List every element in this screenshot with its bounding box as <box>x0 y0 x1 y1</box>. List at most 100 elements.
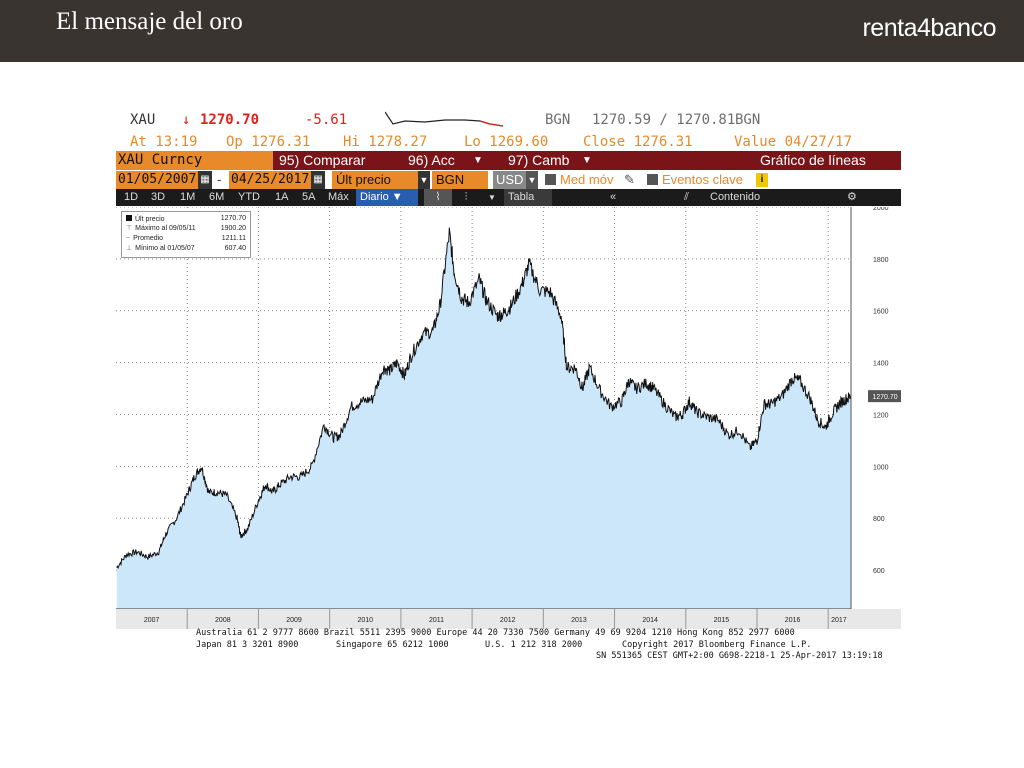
legend-item-avg: − Promedio 1211.11 <box>126 235 246 243</box>
quote-low: Lo 1269.60 <box>464 134 549 150</box>
source-2: BGN <box>735 112 761 128</box>
legend-label: Mínimo al 01/05/07 <box>135 245 195 252</box>
change-button[interactable]: 97) Camb <box>508 152 570 168</box>
price-chart: 600 800 1000 1200 1400 1600 1800 2000 2007 2008 20… <box>116 205 902 662</box>
key-events-checkbox[interactable] <box>647 174 658 185</box>
field-dropdown-icon[interactable]: ▼ <box>418 171 430 189</box>
toolbar-periods: 1D 3D 1M 6M YTD 1A 5A Máx Diario ▼ ⌇ ⫶ ▼… <box>116 189 901 206</box>
y-tick-label: 1600 <box>873 309 889 316</box>
start-date-input[interactable]: 01/05/2007 <box>116 171 198 189</box>
field-select[interactable]: Últ precio <box>332 171 420 189</box>
last-value-label: 1270.70 <box>872 394 897 401</box>
quote-time: At 13:19 <box>130 134 198 150</box>
x-tick-label: 2010 <box>357 617 373 624</box>
pencil-icon[interactable]: ✎ <box>624 172 635 187</box>
frequency-select[interactable]: Diario ▼ <box>356 189 418 206</box>
period-1d[interactable]: 1D <box>124 191 139 203</box>
content-icon[interactable]: ⫽ <box>684 191 689 203</box>
back-button[interactable]: « <box>610 191 617 203</box>
price-change: -5.61 <box>305 112 348 128</box>
footer-line-3: SN 551365 CEST GMT+2:00 G698-2218-1 25-A… <box>596 651 883 661</box>
quote-open: Op 1276.31 <box>226 134 311 150</box>
actions-button[interactable]: 96) Acc <box>408 152 455 168</box>
legend-swatch-icon <box>126 215 132 221</box>
moving-avg-checkbox[interactable] <box>545 174 556 185</box>
chart-type-label[interactable]: Gráfico de líneas <box>760 152 866 168</box>
content-button[interactable]: Contenido <box>710 191 761 203</box>
key-events-label[interactable]: Eventos clave <box>662 172 743 187</box>
moving-avg-label[interactable]: Med móv <box>560 172 614 187</box>
period-ytd[interactable]: YTD <box>238 191 260 203</box>
table-button[interactable]: Tabla <box>504 189 552 206</box>
toolbar-main: XAU Curncy 95) Comparar 96) Acc ▼ 97) Ca… <box>116 151 901 170</box>
compare-button[interactable]: 95) Comparar <box>279 152 366 168</box>
period-6m[interactable]: 6M <box>209 191 225 203</box>
slide-header: El mensaje del oro renta4banco <box>0 0 1024 62</box>
down-arrow-icon: ↓ <box>182 112 191 128</box>
legend-item-last: Últ precio 1270.70 <box>126 215 246 223</box>
period-1m[interactable]: 1M <box>180 191 196 203</box>
actions-dropdown-icon[interactable]: ▼ <box>473 155 483 166</box>
source-field[interactable]: BGN <box>432 171 488 189</box>
footer-line-1: Australia 61 2 9777 8600 Brazil 5511 239… <box>196 628 795 638</box>
bar-chart-icon[interactable]: ⫶ <box>464 191 468 203</box>
footer-line-2c: U.S. 1 212 318 2000 <box>485 640 583 650</box>
quote-row-1: XAU ↓ 1270.70 -5.61 BGN 1270.59 / 1270.8… <box>130 111 900 130</box>
change-dropdown-icon[interactable]: ▼ <box>582 155 592 166</box>
y-tick-label: 600 <box>873 568 885 575</box>
legend-item-min: ⊥ Mínimo al 01/05/07 607.40 <box>126 245 246 253</box>
x-axis-band <box>116 609 901 629</box>
price-line <box>116 227 852 570</box>
legend-value: 1211.11 <box>221 235 246 242</box>
end-date-input[interactable]: 04/25/2017 <box>229 171 311 189</box>
legend-item-max: ⊤ Máximo al 09/05/11 1900.20 <box>126 225 246 233</box>
x-tick-label: 2009 <box>286 617 302 624</box>
x-tick-label: 2007 <box>144 617 160 624</box>
legend-label: Últ precio <box>135 216 165 223</box>
price-area <box>116 227 851 609</box>
x-tick-label: 2013 <box>571 617 587 624</box>
y-tick-label: 800 <box>873 516 885 523</box>
line-chart-icon[interactable]: ⌇ <box>424 189 452 206</box>
y-tick-label: 1800 <box>873 257 889 264</box>
footer-line-2d: Copyright 2017 Bloomberg Finance L.P. <box>622 640 812 650</box>
x-tick-label: 2011 <box>429 617 444 624</box>
chart-legend: Últ precio 1270.70 ⊤ Máximo al 09/05/11 1… <box>121 211 251 258</box>
date-separator: - <box>217 172 222 187</box>
sparkline <box>385 111 504 127</box>
quote-close: Close 1276.31 <box>583 134 693 150</box>
currency-dropdown-icon[interactable]: ▼ <box>526 171 538 189</box>
last-price: 1270.70 <box>200 112 260 128</box>
info-icon[interactable]: i <box>756 173 768 187</box>
x-tick-label: 2014 <box>642 617 658 624</box>
avg-marker-icon: − <box>126 235 131 242</box>
chart-style-dropdown-icon[interactable]: ▼ <box>488 193 496 202</box>
period-1a[interactable]: 1A <box>275 191 289 203</box>
calendar-icon[interactable]: ▦ <box>198 171 212 189</box>
legend-value: 607.40 <box>224 245 246 252</box>
footer-line-2a: Japan 81 3 3201 8900 <box>196 640 299 650</box>
period-5a[interactable]: 5A <box>302 191 316 203</box>
period-3d[interactable]: 3D <box>151 191 166 203</box>
y-tick-label: 1200 <box>873 412 889 419</box>
currency-field[interactable]: USD <box>493 171 526 189</box>
x-tick-label: 2015 <box>714 617 730 624</box>
x-tick-label: 2017 <box>831 617 847 624</box>
min-marker-icon: ⊥ <box>126 245 133 252</box>
period-max[interactable]: Máx <box>328 191 349 203</box>
quote-row-2: At 13:19 Op 1276.31 Hi 1278.27 Lo 1269.6… <box>130 134 900 152</box>
calendar-icon-2[interactable]: ▦ <box>311 171 325 189</box>
y-tick-label: 2000 <box>873 207 889 212</box>
toolbar-dates: 01/05/2007 ▦ - 04/25/2017 ▦ Últ precio ▼… <box>116 171 901 189</box>
footer-line-2b: Singapore 65 6212 1000 <box>336 640 449 650</box>
security-field[interactable]: XAU Curncy <box>116 151 273 170</box>
max-marker-icon: ⊤ <box>126 225 133 232</box>
legend-value: 1900.20 <box>220 225 246 232</box>
x-tick-label: 2012 <box>500 617 516 624</box>
bid-ask: 1270.59 / 1270.81 <box>592 112 736 128</box>
slide-title: El mensaje del oro <box>56 8 243 35</box>
y-tick-label: 1000 <box>873 464 889 471</box>
quote-high: Hi 1278.27 <box>343 134 428 150</box>
gear-icon[interactable]: ⚙ <box>847 191 857 203</box>
source-1: BGN <box>545 112 571 128</box>
